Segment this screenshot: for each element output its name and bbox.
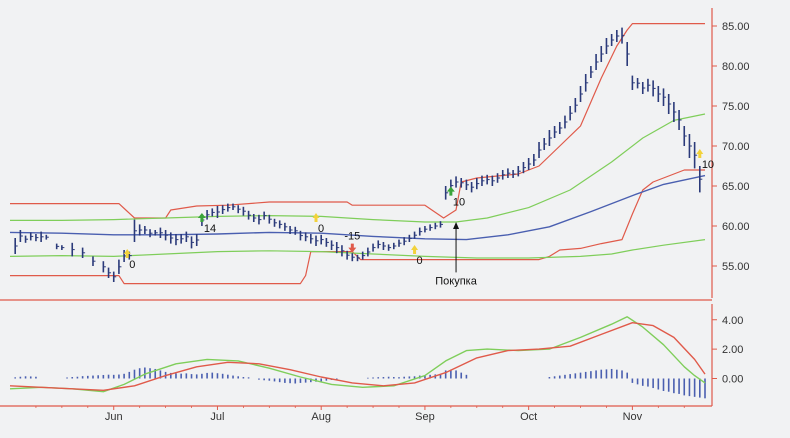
month-label-jun: Jun <box>105 411 123 423</box>
price-y-tick-label: 75.00 <box>722 101 750 113</box>
marker-icon <box>411 245 419 254</box>
signal-label: 10 <box>453 197 465 209</box>
month-label-sep: Sep <box>415 411 435 423</box>
buy-arrow-icon <box>446 186 455 196</box>
month-label-jul: Jul <box>210 411 224 423</box>
series-outer-green-upper <box>10 113 706 223</box>
price-y-tick-label: 80.00 <box>722 61 750 73</box>
marker-icon <box>696 149 704 158</box>
price-y-tick-label: 60.00 <box>722 221 750 233</box>
price-y-tick-label: 70.00 <box>722 141 750 153</box>
x-axis: Jun Jul Aug Sep Oct Nov <box>0 405 712 423</box>
month-label-oct: Oct <box>520 411 537 423</box>
series-outer-green-lower <box>9 239 706 259</box>
price-y-tick-label: 85.00 <box>722 21 750 33</box>
month-label-aug: Aug <box>311 411 331 423</box>
buy-arrow-icon <box>197 213 206 222</box>
oscillator-fast-line <box>9 316 706 393</box>
signal-label: 0 <box>417 255 423 267</box>
signal-label: -15 <box>344 231 360 243</box>
marker-icon <box>123 249 131 258</box>
sell-arrow-icon <box>348 243 357 253</box>
oscillator-panel: 4.00 2.00 0.00 <box>9 304 743 406</box>
price-y-tick-label: 55.00 <box>722 261 750 273</box>
oscillator-y-tick-label: 0.00 <box>722 374 743 386</box>
month-label-nov: Nov <box>623 411 643 423</box>
oscillator-slow-line <box>9 322 706 391</box>
oscillator-y-tick-label: 2.00 <box>722 344 743 356</box>
signal-label: 0 <box>318 223 324 235</box>
marker-icon <box>312 213 320 222</box>
annotation-arrow-head-icon <box>453 222 460 229</box>
price-panel: 85.00 80.00 75.00 70.00 65.00 60.00 55.00 0 14 0 -… <box>9 8 750 298</box>
signal-label: 10 <box>702 159 714 171</box>
oscillator-y-tick-label: 4.00 <box>722 315 743 327</box>
price-y-tick-label: 65.00 <box>722 181 750 193</box>
series-upper-channel <box>10 23 705 219</box>
signal-label: 0 <box>129 259 135 271</box>
signal-label: 14 <box>204 223 216 235</box>
annotation-text: Покупка <box>435 275 477 287</box>
